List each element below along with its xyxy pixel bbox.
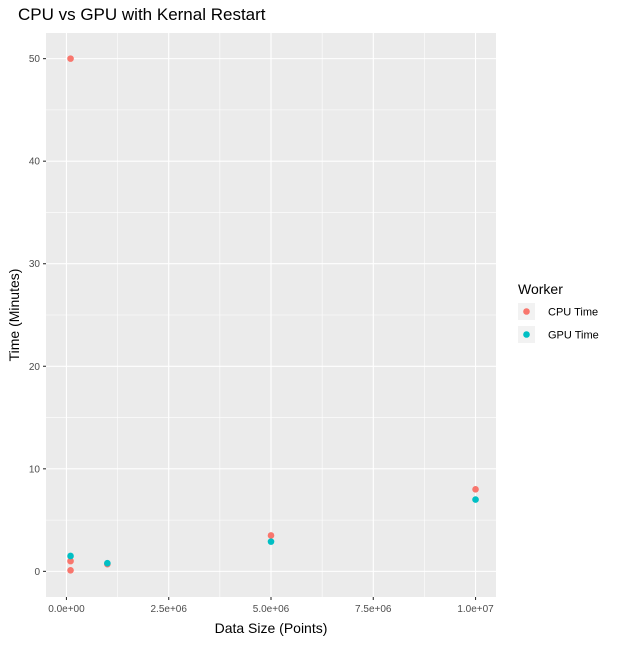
y-tick-label: 50: [29, 54, 41, 65]
legend-label-gpu-time: GPU Time: [548, 330, 599, 342]
legend-label-cpu-time: CPU Time: [548, 307, 598, 319]
y-tick-label: 30: [29, 259, 41, 270]
y-tick-label: 40: [29, 157, 41, 168]
x-tick-label: 2.5e+06: [151, 604, 188, 615]
cpu-time-point: [472, 486, 479, 493]
gpu-time-point: [267, 538, 275, 545]
cpu-time-point: [67, 557, 74, 565]
cpu-time-point: [267, 532, 275, 539]
cpu-time-point: [67, 567, 74, 574]
data-points: [67, 55, 479, 574]
major-gridlines: [46, 33, 496, 597]
chart-title: CPU vs GPU with Kernal Restart: [18, 5, 266, 24]
legend-key-cpu-time: [523, 308, 530, 315]
x-tick-label: 1.0e+07: [457, 604, 494, 615]
gpu-time-point: [104, 559, 111, 567]
y-axis-label: Time (Minutes): [6, 269, 22, 362]
cpu-time-point: [67, 55, 74, 62]
x-tick-label: 0.0e+00: [48, 604, 85, 615]
y-tick-label: 10: [29, 464, 41, 475]
legend-items: CPU Time GPU Time: [518, 303, 599, 343]
x-tick-label: 7.5e+06: [355, 604, 392, 615]
y-axis-ticks: 0 10 20 30 40 50: [29, 54, 46, 578]
y-tick-label: 0: [34, 567, 40, 578]
legend-title: Worker: [518, 281, 563, 297]
legend: Worker CPU Time GPU Time: [518, 281, 599, 343]
gpu-time-point: [472, 496, 479, 503]
gpu-time-point: [67, 552, 74, 560]
x-axis-label: Data Size (Points): [215, 620, 328, 636]
x-tick-label: 5.0e+06: [253, 604, 290, 615]
y-tick-label: 20: [29, 362, 41, 373]
legend-key-gpu-time: [523, 331, 530, 338]
x-axis-ticks: 0.0e+00 2.5e+06 5.0e+06 7.5e+06 1.0e+07: [48, 597, 494, 615]
